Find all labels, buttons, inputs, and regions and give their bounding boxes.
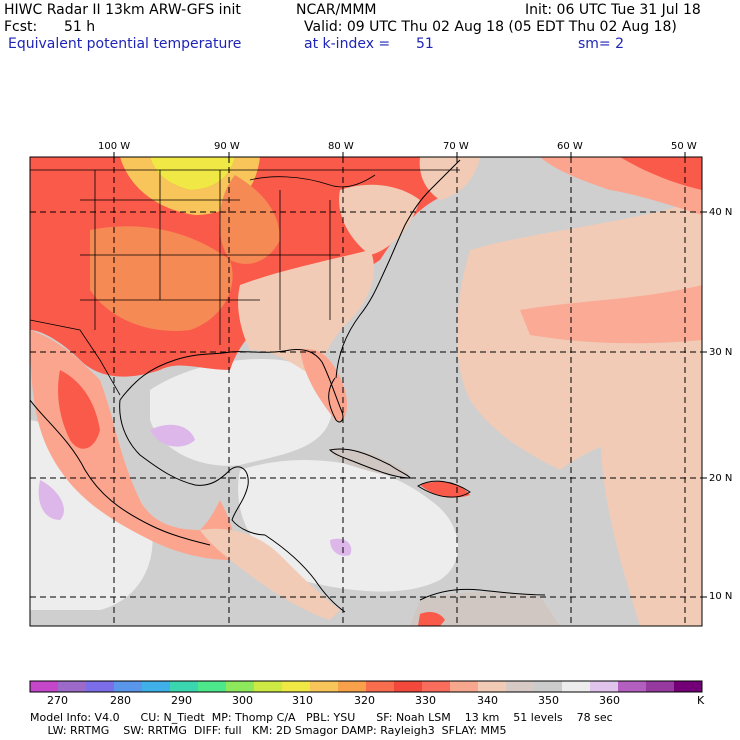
lat-label-40n: 40 N [709,207,733,218]
cuba-land [330,449,410,477]
colorbar-swatch [170,681,199,692]
colorbar-swatch [366,681,395,692]
ticks-right [702,211,707,598]
purple-patch-1 [38,480,64,520]
north-atlantic-red [620,157,702,190]
lat-label-30n: 30 N [709,347,733,358]
colorbar-swatch [310,681,339,692]
colorbar-label-290: 290 [171,694,192,707]
institution-label: NCAR/MMM [296,2,377,18]
colorbar-swatch [450,681,479,692]
level-value: 51 [416,36,434,52]
colorbar-label-280: 280 [110,694,131,707]
model-title: HIWC Radar II 13km ARW-GFS init [4,2,241,18]
lon-label-80w: 80 W [328,141,354,152]
colorbar-swatch [254,681,283,692]
ohio-valley-orange [219,175,280,264]
border-great-lakes [249,174,376,188]
forecast-hours: 51 h [64,19,96,35]
mexico-gulf-coast [119,399,266,536]
venezuela-hot [418,612,445,626]
caribbean-pale-area [238,460,459,592]
purple-patch-2 [150,424,195,447]
central-america-coast [264,534,346,613]
political-borders [30,169,460,396]
init-time: Init: 06 UTC Tue 31 Jul 18 [525,2,701,18]
us-east-coast [335,159,461,379]
plains-orange [90,226,233,331]
colorbar [29,680,703,693]
colorbar-swatch [506,681,535,692]
colorbar-swatch [562,681,591,692]
forecast-label: Fcst: [4,19,38,35]
northern-plains-yellow [150,157,235,190]
colorbar-swatch [674,681,703,692]
model-info-line2: LW: RRTMG SW: RRTMG DIFF: full KM: 2D Sm… [30,724,507,737]
gulf-pale-area [150,359,333,466]
colorbar-swatch [646,681,675,692]
colorbar-label-350: 350 [538,694,559,707]
colorbar-swatch [114,681,143,692]
mexico-west-coast [30,399,211,546]
map-field [30,157,702,626]
colorbar-swatch [338,681,367,692]
south-america-coastline [419,588,546,601]
atlantic-warm-east [600,390,702,626]
colorbar-frame [29,680,703,693]
border-us-mexico [30,319,121,396]
colorbar-label-340: 340 [477,694,498,707]
east-coast-peach [339,184,420,255]
florida-peach [300,349,347,421]
us-gulf-coast [119,349,344,423]
colorbar-label-360: 360 [599,694,620,707]
lon-label-90w: 90 W [214,141,240,152]
lon-label-70w: 70 W [443,141,469,152]
lon-label-50w: 50 W [671,141,697,152]
colorbar-swatch [58,681,87,692]
lat-lon-grid [30,157,702,626]
colorbar-label-330: 330 [415,694,436,707]
valid-time: Valid: 09 UTC Thu 02 Aug 18 (05 EDT Thu … [304,19,677,35]
colorbar-label-300: 300 [232,694,253,707]
level-label: at k-index = [304,36,391,52]
field-name: Equivalent potential temperature [8,36,242,52]
purple-patch-3 [330,538,352,556]
hispaniola-coast [417,480,471,498]
model-info-line1: Model Info: V4.0 CU: N_Tiedt MP: Thomp C… [30,711,613,724]
colorbar-label-unit: K [697,694,705,707]
northeast-pale [419,157,480,200]
colorbar-swatch [30,681,59,692]
mexico-red [58,370,100,449]
axis-ticks [113,152,707,598]
colorbar-swatch [282,681,311,692]
southeast-us-peach [238,250,374,380]
ticks-top [113,152,686,157]
atlantic-warm-streaks [520,285,702,344]
south-america-coast [410,591,560,626]
colorbar-label-270: 270 [47,694,68,707]
colorbar-swatch [198,681,227,692]
map-frame [29,156,703,627]
lat-label-10n: 10 N [709,591,733,602]
colorbar-swatch [422,681,451,692]
smoothing-label: sm= 2 [578,36,625,52]
colorbar-swatch [590,681,619,692]
colorbar-swatch [142,681,171,692]
lat-label-20n: 20 N [709,473,733,484]
colorbar-label-310: 310 [292,694,313,707]
colorbar-swatch [86,681,115,692]
colorbar-swatch [226,681,255,692]
lon-label-100w: 100 W [98,141,131,152]
colorbar-swatch [534,681,563,692]
lon-label-60w: 60 W [557,141,583,152]
colorbar-swatch [394,681,423,692]
colorbar-swatch [478,681,507,692]
colorbar-label-320: 320 [354,694,375,707]
colorbar-swatch [618,681,647,692]
